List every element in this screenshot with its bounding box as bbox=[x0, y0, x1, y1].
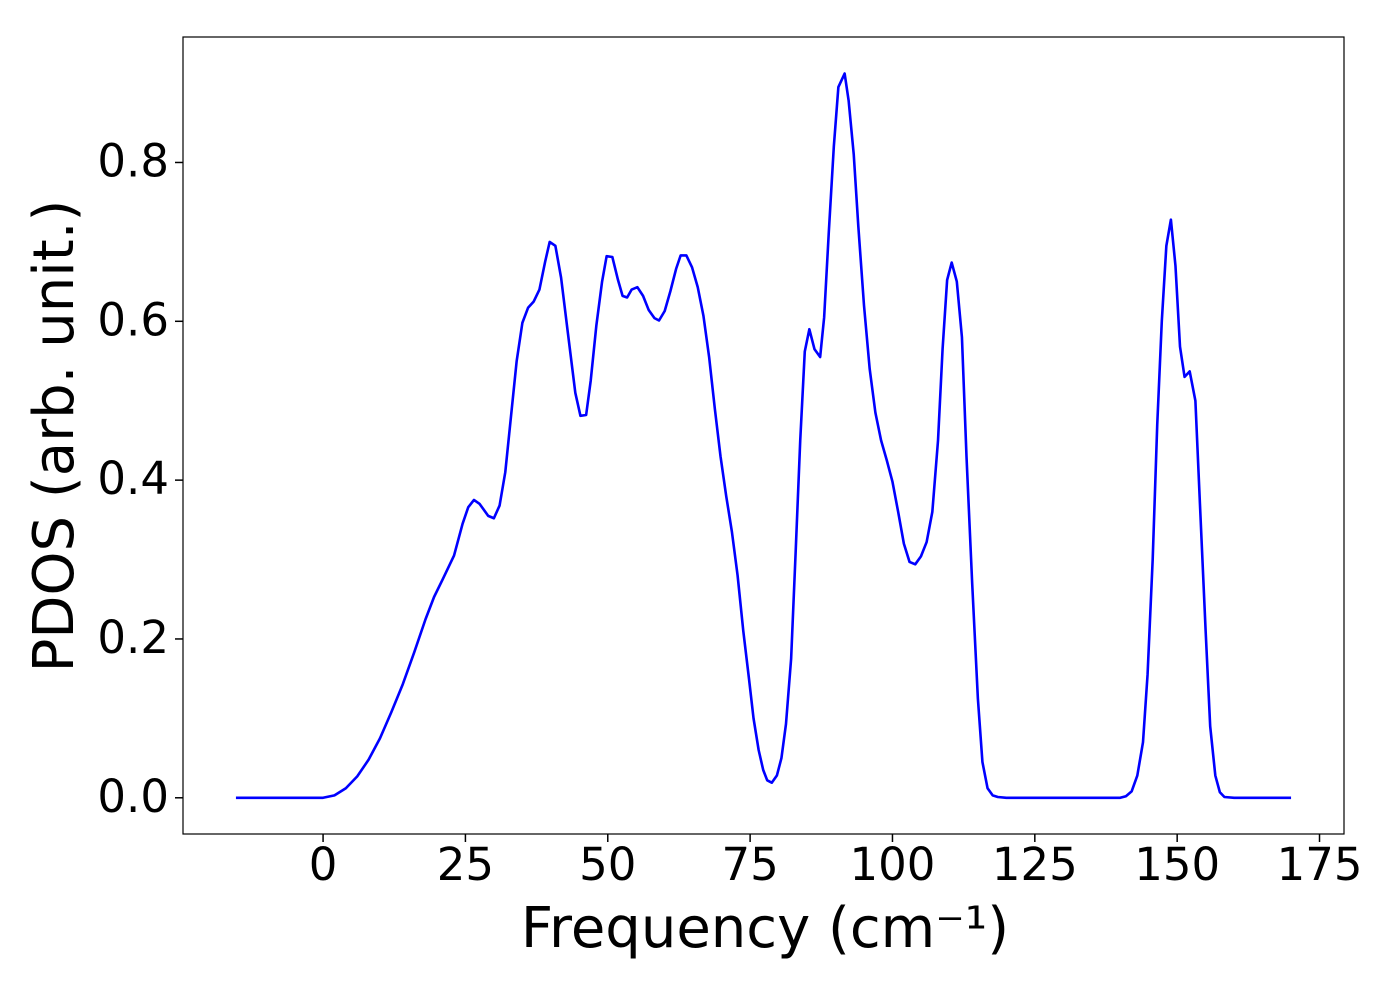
y-tick-label: 0.4 bbox=[97, 452, 169, 505]
x-axis-label: Frequency (cm⁻¹) bbox=[521, 896, 1009, 961]
x-tick-label: 75 bbox=[721, 838, 778, 891]
y-tick-label: 0.0 bbox=[97, 770, 169, 823]
data-line bbox=[235, 72, 1292, 800]
y-tick-label: 0.2 bbox=[97, 611, 169, 664]
y-tick-label: 0.8 bbox=[97, 134, 169, 187]
x-tick-label: 175 bbox=[1277, 838, 1363, 891]
x-tick-label: 125 bbox=[992, 838, 1078, 891]
x-tick-label: 25 bbox=[437, 838, 494, 891]
x-tick-label: 150 bbox=[1134, 838, 1220, 891]
y-tick-label: 0.6 bbox=[97, 293, 169, 346]
x-tick-label: 0 bbox=[309, 838, 338, 891]
y-axis-label: PDOS (arb. unit.) bbox=[22, 200, 87, 673]
x-tick-label: 50 bbox=[579, 838, 636, 891]
plot-frame bbox=[182, 36, 1345, 835]
x-tick-label: 100 bbox=[850, 838, 936, 891]
